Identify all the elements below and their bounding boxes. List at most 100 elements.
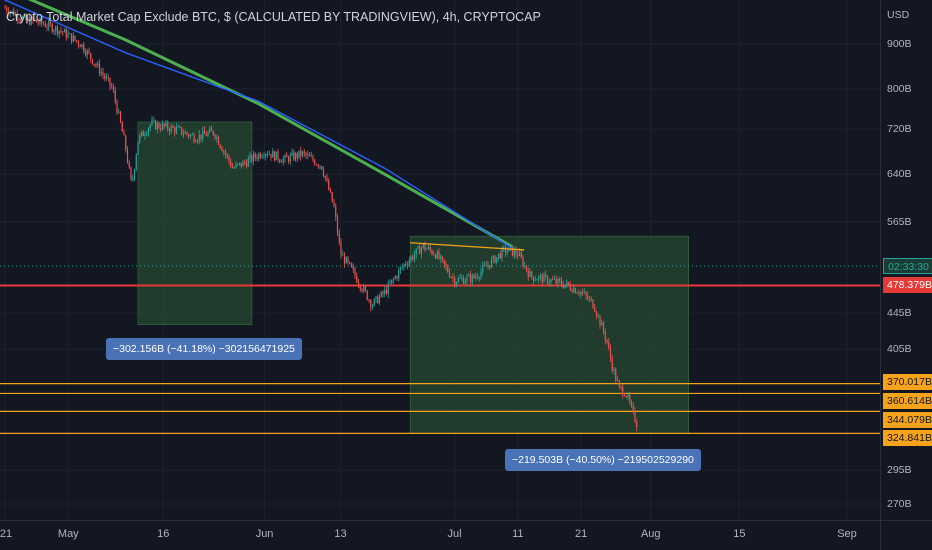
x-tick-label: 15 bbox=[733, 528, 746, 540]
candle-body bbox=[48, 21, 50, 28]
level-label-1: 370.017B bbox=[883, 374, 932, 390]
candle-body bbox=[142, 131, 144, 136]
candle-body bbox=[398, 270, 400, 279]
candle-body bbox=[153, 120, 155, 122]
candle-body bbox=[95, 64, 97, 66]
candle-body bbox=[121, 122, 123, 132]
candle-body bbox=[70, 33, 73, 42]
time-axis[interactable]: 21 May 16 Jun 13 Jul 11 21 Aug 15 Sep bbox=[0, 520, 932, 550]
x-tick-label: Jun bbox=[255, 528, 274, 540]
price-axis[interactable]: USD 900B 800B 720B 640B 565B 445B 405B 295B 270B… bbox=[880, 0, 932, 520]
candle-body bbox=[177, 126, 179, 128]
candle-body bbox=[434, 254, 437, 259]
candle-body bbox=[154, 120, 157, 129]
trendline bbox=[410, 242, 525, 251]
candle-body bbox=[471, 274, 473, 283]
candle-body bbox=[170, 125, 172, 132]
candle-body bbox=[231, 166, 234, 168]
candle-body bbox=[310, 156, 312, 158]
candle-body bbox=[601, 322, 603, 326]
candle-body bbox=[195, 141, 197, 143]
candle-body bbox=[574, 288, 577, 294]
candle-body bbox=[16, 13, 18, 20]
measure-label-jul[interactable]: −219.503B (−40.50%) −219502529290 bbox=[505, 449, 701, 471]
candle-body bbox=[378, 296, 381, 304]
candle-body bbox=[205, 133, 207, 136]
candle-body bbox=[385, 289, 388, 294]
candle-body bbox=[555, 279, 557, 284]
candle-body bbox=[289, 155, 291, 162]
moving-average-blue bbox=[4, 0, 513, 249]
candle-body bbox=[21, 16, 24, 21]
candle-body bbox=[42, 23, 45, 25]
candle-body bbox=[345, 257, 347, 264]
candle-body bbox=[559, 278, 561, 281]
measure-box bbox=[137, 121, 253, 326]
candle-body bbox=[343, 254, 346, 264]
candle-body bbox=[123, 131, 125, 136]
candle-body bbox=[32, 17, 34, 21]
candle-body bbox=[494, 255, 496, 263]
candle-body bbox=[249, 155, 251, 159]
candle-body bbox=[590, 298, 592, 300]
candle-body bbox=[587, 295, 589, 300]
candle-body bbox=[286, 154, 288, 158]
horizontal-levels bbox=[0, 265, 880, 434]
candle-body bbox=[429, 247, 431, 251]
x-tick-label: 16 bbox=[157, 528, 170, 540]
candle-body bbox=[158, 123, 160, 128]
candle-body bbox=[354, 269, 356, 276]
candle-body bbox=[282, 158, 284, 163]
candle-body bbox=[240, 162, 242, 167]
candle-body bbox=[25, 14, 27, 20]
y-tick-label: 565B bbox=[887, 215, 912, 228]
candle-body bbox=[65, 29, 67, 38]
candle-body bbox=[58, 30, 60, 35]
candle-body bbox=[273, 151, 276, 161]
candle-body bbox=[573, 288, 575, 293]
candle-body bbox=[459, 278, 461, 279]
candle-body bbox=[368, 299, 370, 301]
candle-body bbox=[151, 120, 153, 125]
candle-body bbox=[571, 289, 573, 293]
candle-body bbox=[415, 248, 417, 255]
candle-body bbox=[466, 276, 468, 282]
candle-body bbox=[244, 161, 246, 163]
y-tick-label: 445B bbox=[887, 307, 912, 320]
trendline bbox=[410, 242, 525, 251]
candle-body bbox=[333, 202, 335, 207]
price-chart-plot[interactable] bbox=[0, 0, 880, 520]
candle-body bbox=[84, 51, 87, 55]
candle-body bbox=[116, 101, 118, 113]
candle-body bbox=[389, 283, 391, 284]
candle-body bbox=[256, 157, 258, 159]
candle-body bbox=[538, 276, 540, 280]
candle-body bbox=[223, 151, 225, 152]
candle-body bbox=[517, 254, 519, 256]
candle-body bbox=[261, 156, 263, 158]
candle-body bbox=[228, 155, 230, 162]
candle-body bbox=[622, 387, 624, 396]
candle-body bbox=[412, 256, 414, 260]
candle-body bbox=[550, 279, 552, 283]
candle-body bbox=[431, 250, 433, 255]
candle-body bbox=[532, 276, 535, 281]
candle-body bbox=[137, 141, 139, 155]
candle-body bbox=[9, 11, 11, 14]
candle-body bbox=[487, 265, 489, 267]
candle-body bbox=[531, 271, 533, 277]
candle-body bbox=[469, 274, 472, 283]
candle-body bbox=[492, 255, 494, 260]
candle-body bbox=[562, 285, 564, 288]
candle-body bbox=[23, 14, 25, 17]
candle-body bbox=[371, 305, 374, 307]
candle-body bbox=[419, 246, 421, 254]
candle-body bbox=[606, 339, 608, 343]
candle-body bbox=[272, 151, 274, 158]
candle-body bbox=[501, 248, 503, 259]
candle-body bbox=[296, 153, 298, 158]
candle-body bbox=[359, 284, 361, 290]
candle-body bbox=[167, 122, 169, 130]
candle-body bbox=[342, 254, 344, 256]
measure-label-may[interactable]: −302.156B (−41.18%) −302156471925 bbox=[106, 338, 302, 360]
